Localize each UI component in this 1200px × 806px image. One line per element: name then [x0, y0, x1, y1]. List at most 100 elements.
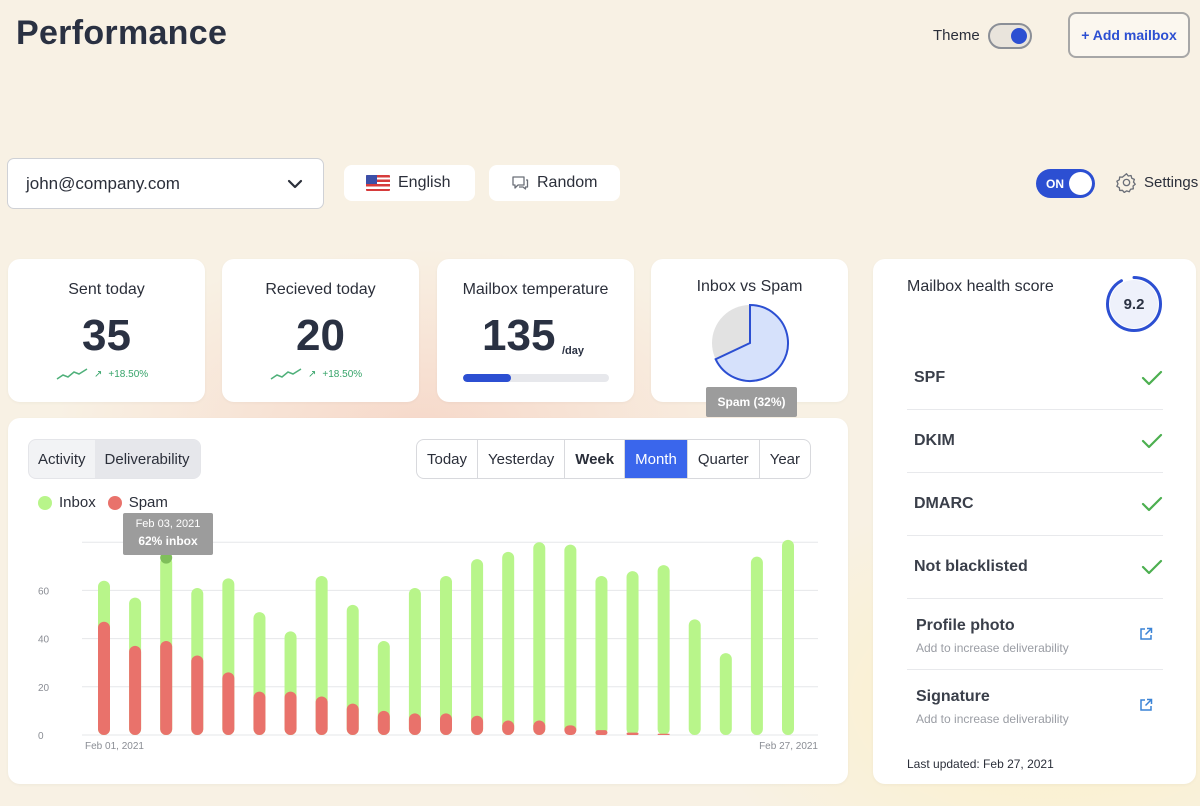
trend-up-icon: ↗ [94, 368, 103, 380]
bar-inbox [377, 641, 390, 735]
mailbox-temperature-card: Mailbox temperature 135 /day [437, 259, 634, 402]
legend-spam-dot [107, 495, 122, 510]
external-link-icon[interactable] [1139, 698, 1153, 712]
pie-inbox-slice [714, 303, 789, 382]
temperature-unit: /day [562, 345, 585, 357]
chart-tooltip-value: 62% inbox [138, 534, 198, 548]
trend-sparkline-icon [56, 368, 88, 380]
sent-today-card: Sent today 35 ↗ +18.50% [8, 259, 205, 402]
tab-activity[interactable]: Activity [38, 450, 86, 468]
page-title: Performance [16, 14, 228, 52]
random-button[interactable]: Random [489, 165, 620, 201]
chart-tooltip: Feb 03, 2021 62% inbox [123, 513, 213, 555]
check-row-spf: SPF [907, 347, 1163, 410]
score-ring-arc [1106, 276, 1162, 332]
theme-label: Theme [933, 27, 980, 44]
bar-inbox [408, 588, 421, 735]
health-score-card: Mailbox health score 9.2 SPF DKIM DMARC … [873, 259, 1196, 784]
inbox-vs-spam-card: Inbox vs Spam [651, 259, 848, 402]
activity-tabs: Activity Deliverability [28, 439, 201, 479]
bar-spam [377, 710, 390, 735]
legend-inbox-label: Inbox [59, 494, 96, 511]
bar-spam [129, 645, 142, 735]
temperature-progress [463, 374, 609, 382]
bar-spam [160, 641, 173, 735]
x-start-label: Feb 01, 2021 [85, 741, 144, 752]
external-link-icon[interactable] [1139, 627, 1153, 641]
bar-inbox [471, 559, 484, 735]
activity-card: Activity Deliverability Today Yesterday … [8, 418, 848, 784]
mailbox-select-value: john@company.com [26, 173, 180, 193]
health-score-ring: 9.2 [1106, 276, 1162, 332]
bar-spam [440, 713, 452, 735]
bar-inbox [533, 542, 546, 735]
received-trend-value: +18.50% [322, 368, 363, 380]
action-label: Signature [916, 688, 990, 705]
language-button[interactable]: English [344, 165, 475, 201]
sent-today-label: Sent today [68, 281, 145, 298]
action-sub: Add to increase deliverability [916, 641, 1069, 655]
trend-sparkline-icon [270, 368, 302, 380]
inbox-vs-spam-label: Inbox vs Spam [696, 278, 803, 295]
bar-spam [595, 730, 608, 735]
tab-deliverability[interactable]: Deliverability [94, 440, 200, 478]
spam-tooltip: Spam (32%) [706, 387, 797, 417]
bar-spam [564, 725, 577, 735]
y-tick-label: 20 [38, 683, 50, 694]
gear-icon [1116, 173, 1136, 193]
chart-legend: Inbox Spam [38, 494, 168, 511]
chart-tooltip-date: Feb 03, 2021 [135, 518, 201, 530]
bar-spam [471, 715, 484, 735]
y-tick-label: 60 [38, 586, 50, 597]
trend-up-icon: ↗ [308, 368, 317, 380]
warmup-toggle-knob [1069, 172, 1092, 195]
bar-spam [626, 732, 639, 735]
action-row-profile-photo[interactable]: Profile photo Add to increase deliverabi… [907, 599, 1163, 670]
temperature-label: Mailbox temperature [462, 281, 609, 298]
received-trend: ↗ +18.50% [270, 368, 362, 380]
bar-inbox [657, 565, 670, 735]
inbox-spam-pie [712, 303, 789, 382]
language-label: English [398, 174, 451, 191]
bar-inbox [564, 544, 577, 735]
check-label: DMARC [914, 495, 974, 512]
bar-spam [657, 733, 670, 735]
check-label: Not blacklisted [914, 558, 1028, 575]
bar-inbox [782, 539, 794, 735]
check-icon [1141, 496, 1163, 512]
add-mailbox-button[interactable]: + Add mailbox [1068, 12, 1190, 58]
x-end-label: Feb 27, 2021 [759, 741, 818, 752]
chat-icon [512, 176, 529, 190]
warmup-toggle[interactable]: ON [1036, 169, 1095, 198]
bar-spam [408, 713, 421, 735]
bar-inbox [595, 575, 608, 735]
bar-spam [191, 655, 204, 735]
score-ring-bg [1110, 280, 1158, 328]
bar-inbox [719, 653, 732, 735]
period-month[interactable]: Month [625, 440, 688, 478]
period-week[interactable]: Week [565, 440, 626, 478]
chevron-down-icon [287, 179, 303, 188]
bar-spam [502, 720, 515, 735]
bar-inbox [502, 551, 515, 735]
action-row-signature[interactable]: Signature Add to increase deliverability [907, 670, 1163, 741]
settings-button[interactable]: Settings [1116, 172, 1198, 193]
bar-spam [222, 672, 235, 735]
mailbox-select[interactable]: john@company.com [7, 158, 324, 209]
check-icon [1141, 433, 1163, 449]
check-row-dkim: DKIM [907, 410, 1163, 473]
theme-toggle[interactable] [988, 23, 1032, 49]
check-row-blacklist: Not blacklisted [907, 536, 1163, 599]
check-icon [1141, 370, 1163, 386]
health-score-title: Mailbox health score [907, 278, 1054, 295]
warmup-toggle-label: ON [1046, 176, 1064, 191]
sent-trend-value: +18.50% [108, 368, 149, 380]
bar-spam [315, 696, 328, 735]
period-year[interactable]: Year [769, 450, 800, 468]
sent-today-value: 35 [82, 311, 131, 360]
period-today[interactable]: Today [417, 440, 479, 478]
bar-spam [533, 720, 546, 735]
period-quarter[interactable]: Quarter [688, 440, 760, 478]
temperature-progress-fill [463, 374, 512, 382]
period-yesterday[interactable]: Yesterday [478, 440, 566, 478]
